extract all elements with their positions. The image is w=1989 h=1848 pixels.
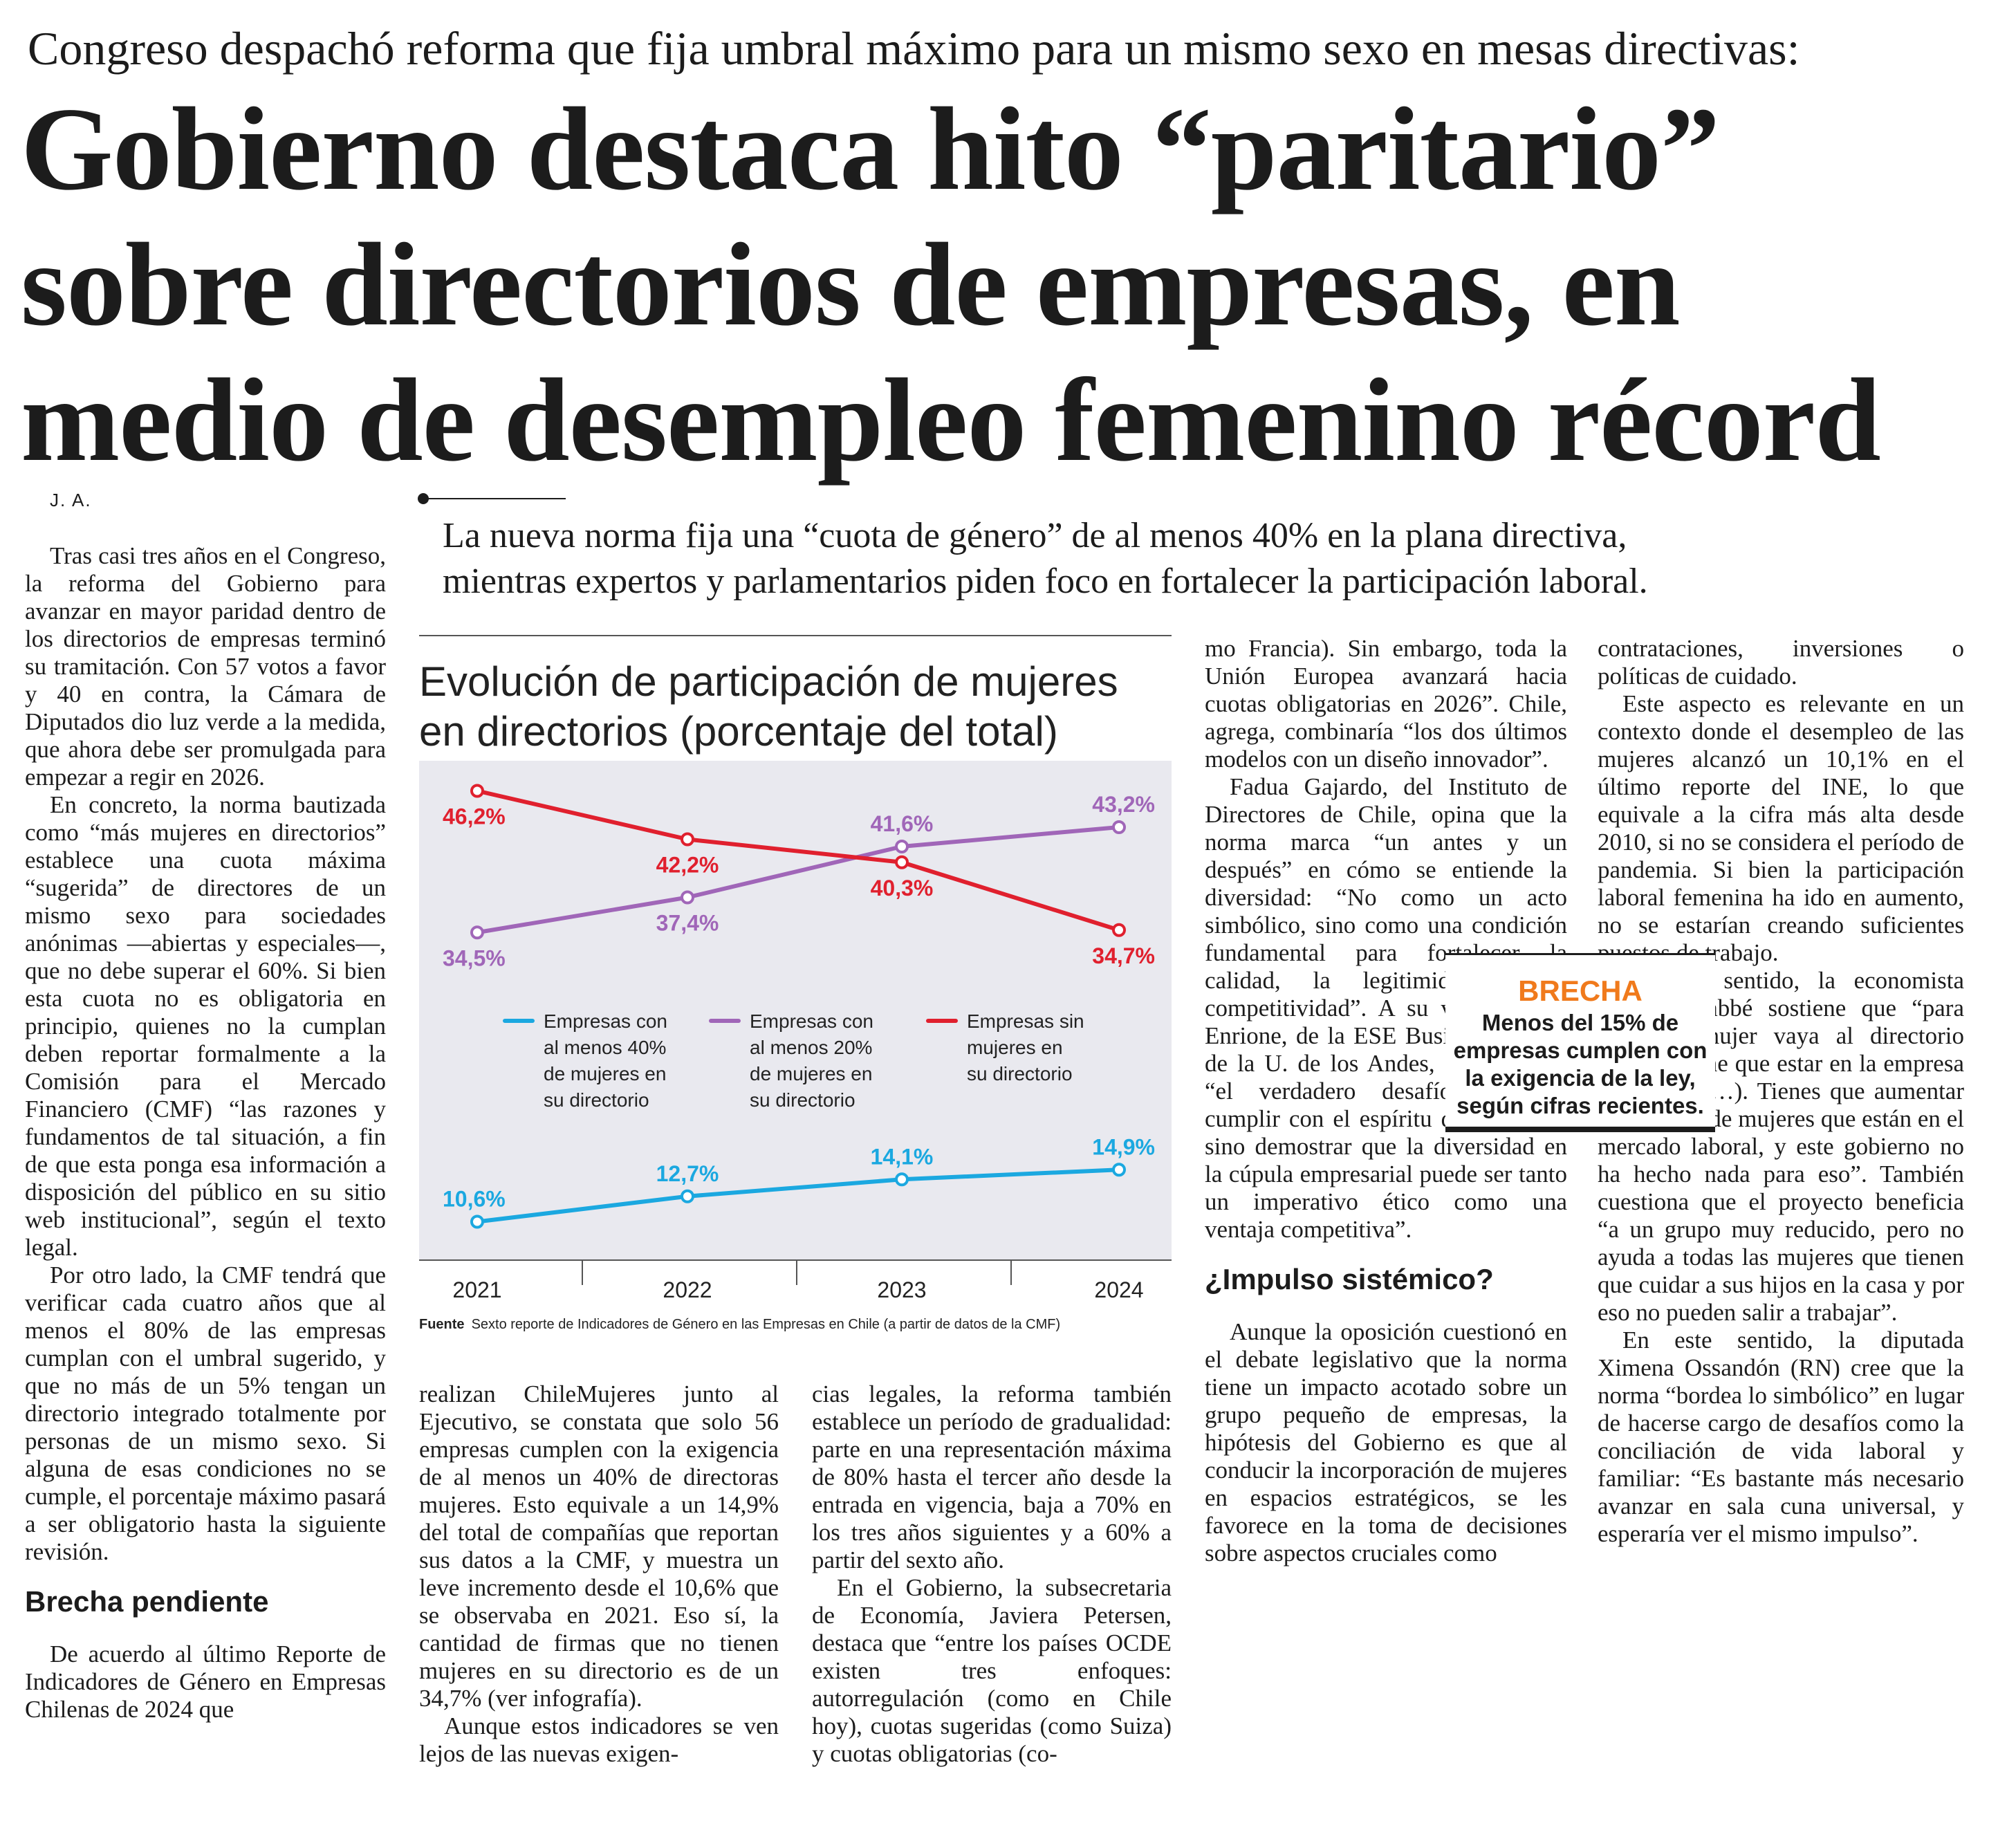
paragraph: realizan ChileMujeres junto al Ejecutivo…	[419, 1380, 779, 1712]
article-column-2: realizan ChileMujeres junto al Ejecutivo…	[419, 1380, 779, 1768]
callout-line: empresas cumplen con	[1453, 1037, 1708, 1063]
data-point	[681, 1189, 694, 1203]
x-tick-label: 2023	[877, 1277, 926, 1302]
data-label: 34,7%	[1092, 943, 1155, 968]
data-point	[470, 784, 484, 798]
paragraph: En este sentido, la economista Michèle L…	[1598, 967, 1964, 1326]
article-column-3: cias legales, la reforma también estable…	[812, 1380, 1172, 1768]
callout-title: BRECHA	[1518, 974, 1643, 1007]
data-label: 12,7%	[656, 1161, 719, 1186]
article-column-4: mo Francia). Sin embargo, toda la Unión …	[1205, 635, 1567, 1567]
paragraph: Tras casi tres años en el Congreso, la r…	[25, 542, 386, 791]
legend-label: al menos 40%	[544, 1037, 666, 1058]
subhead: ¿Impulso sistémico?	[1205, 1263, 1494, 1295]
legend-label: de mujeres en	[544, 1063, 666, 1084]
data-point	[681, 890, 694, 905]
headline: Gobierno destaca hito “paritario” sobre …	[21, 82, 1978, 488]
paragraph: Por otro lado, la CMF tendrá que verific…	[25, 1262, 386, 1565]
x-tick-label: 2021	[452, 1277, 501, 1302]
series-line	[477, 788, 1120, 932]
chart-source: Fuente Sexto reporte de Indicadores de Gé…	[419, 1317, 1172, 1333]
lead-line: mientras expertos y parlamentarios piden…	[443, 562, 1648, 601]
data-label: 41,6%	[871, 811, 934, 836]
paragraph: contrataciones, inversiones o políticas …	[1598, 635, 1964, 690]
paragraph: Aunque estos indicadores se ven lejos de…	[419, 1712, 779, 1767]
legend-label: su directorio	[967, 1063, 1073, 1084]
data-label: 14,1%	[871, 1144, 934, 1169]
chart-top-rule	[419, 635, 1172, 636]
line-chart: 2021 2022 2023 2024 10,6% 12,7% 14,1% 14,9% 34,5…	[419, 761, 1172, 1302]
paragraph: En concreto, la norma bautizada como “má…	[25, 791, 386, 1261]
data-point	[895, 840, 909, 853]
subhead: Brecha pendiente	[25, 1585, 269, 1618]
chart-title-line: Evolución de participación de mujeres	[419, 658, 1118, 705]
data-label: 10,6%	[443, 1187, 506, 1212]
callout-line: según cifras recientes.	[1456, 1093, 1704, 1118]
legend-label: Empresas con	[750, 1010, 873, 1032]
chart-title: Evolución de participación de mujeres en…	[419, 657, 1172, 757]
data-label: 40,3%	[871, 876, 934, 900]
lead-rule	[427, 498, 566, 499]
headline-line: medio de desempleo femenino récord	[21, 355, 1881, 486]
lead-line: La nueva norma fija una “cuota de género…	[443, 516, 1627, 555]
x-tick-label: 2024	[1094, 1277, 1143, 1302]
data-point	[681, 832, 694, 847]
legend-label: su directorio	[750, 1089, 855, 1111]
data-point	[1112, 1163, 1126, 1177]
article-column-1: Tras casi tres años en el Congreso, la r…	[25, 542, 386, 1724]
data-label: 43,2%	[1092, 792, 1155, 817]
paragraph: En el Gobierno, la subsecretaria de Econ…	[812, 1574, 1172, 1767]
legend-label: de mujeres en	[750, 1063, 872, 1084]
headline-line: sobre directorios de empresas, en	[21, 219, 1681, 351]
paragraph: En este sentido, la diputada Ximena Ossa…	[1598, 1327, 1964, 1547]
legend-label: mujeres en	[967, 1037, 1063, 1058]
chart-source-text: Sexto reporte de Indicadores de Género e…	[471, 1317, 1061, 1332]
paragraph: Este aspecto es relevante en un contexto…	[1598, 690, 1964, 966]
data-point	[895, 1172, 909, 1187]
data-point	[895, 855, 909, 869]
byline: J. A.	[50, 490, 92, 510]
legend-label: Empresas sin	[967, 1010, 1084, 1032]
chart-source-label: Fuente	[419, 1317, 465, 1332]
data-label: 37,4%	[656, 911, 719, 936]
data-point	[470, 1214, 484, 1229]
callout-text: Menos del 15% de empresas cumplen con la…	[1445, 1009, 1715, 1120]
callout-line: la exigencia de la ley,	[1465, 1065, 1696, 1091]
data-label: 42,2%	[656, 853, 719, 878]
lead-bullet	[418, 493, 429, 504]
paragraph: Aunque la oposición cuestionó en el deba…	[1205, 1318, 1567, 1567]
series-line	[477, 1167, 1120, 1224]
legend-label: su directorio	[544, 1089, 649, 1111]
chart-plot-background	[419, 761, 1172, 1260]
paragraph: cias legales, la reforma también estable…	[812, 1380, 1172, 1573]
callout-line: Menos del 15% de	[1481, 1010, 1679, 1035]
legend-label: Empresas con	[544, 1010, 667, 1032]
data-label: 14,9%	[1092, 1134, 1155, 1159]
x-tick-label: 2022	[663, 1277, 712, 1302]
paragraph: mo Francia). Sin embargo, toda la Unión …	[1205, 635, 1567, 773]
lead: La nueva norma fija una “cuota de género…	[443, 513, 1964, 604]
legend-label: al menos 20%	[750, 1037, 872, 1058]
kicker: Congreso despachó reforma que fija umbra…	[28, 22, 1800, 75]
data-point	[1112, 820, 1126, 834]
brecha-callout: BRECHA Menos del 15% de empresas cumplen…	[1445, 953, 1715, 1132]
data-point	[470, 925, 484, 940]
data-label: 46,2%	[443, 804, 506, 829]
headline-line: Gobierno destaca hito “paritario”	[21, 84, 1720, 215]
article-column-5: contrataciones, inversiones o políticas …	[1598, 635, 1964, 1548]
chart-title-line: en directorios (porcentaje del total)	[419, 708, 1058, 755]
series-line	[477, 825, 1120, 935]
paragraph: De acuerdo al último Reporte de Indicado…	[25, 1641, 386, 1723]
data-label: 34,5%	[443, 945, 506, 970]
data-point	[1112, 923, 1126, 937]
